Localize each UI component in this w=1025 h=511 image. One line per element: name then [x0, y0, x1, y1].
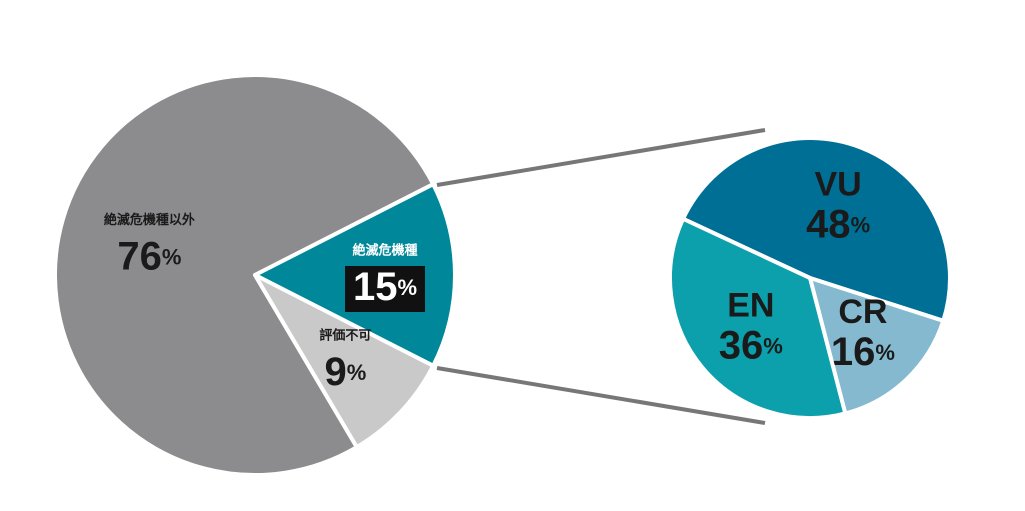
pie-slice	[53, 73, 436, 477]
connector-line	[436, 128, 766, 187]
pie-slice	[808, 276, 946, 416]
slice-label: VU	[814, 165, 861, 203]
value-label: 76%	[117, 234, 181, 278]
slice-label: CR	[838, 293, 887, 331]
slice-label: 絶滅危機種以外	[103, 212, 195, 228]
pie-slice	[668, 216, 848, 420]
value-label: 9%	[324, 349, 366, 393]
value-label: 16%	[831, 330, 895, 374]
value-label: 48%	[806, 202, 870, 246]
connector-line	[436, 366, 766, 425]
pie-slice	[253, 273, 436, 450]
value-label: 15%	[353, 265, 417, 309]
slice-label: EN	[727, 286, 774, 324]
label-box	[345, 266, 425, 312]
slice-label: 絶滅危機種	[351, 243, 417, 259]
pie-slice	[681, 136, 952, 323]
value-label: 36%	[719, 323, 783, 367]
slice-label: 評価不可	[319, 327, 371, 343]
